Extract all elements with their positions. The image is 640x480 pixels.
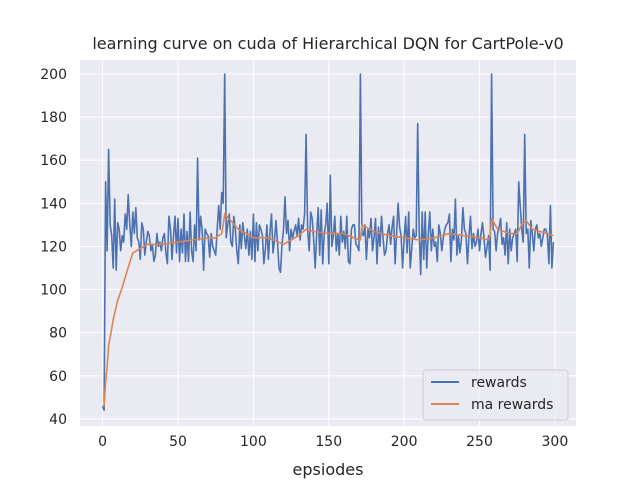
y-tick-label: 140 bbox=[40, 196, 67, 212]
x-axis-label: epsiodes bbox=[293, 460, 364, 479]
y-tick-label: 60 bbox=[49, 369, 67, 385]
x-tick-label: 300 bbox=[542, 434, 569, 450]
x-tick-labels: 0 50 100 150 200 250 300 bbox=[98, 434, 568, 450]
y-tick-label: 40 bbox=[49, 412, 67, 428]
grid bbox=[80, 60, 576, 426]
y-tick-label: 80 bbox=[49, 326, 67, 342]
y-tick-labels: 40 60 80 100 120 140 160 180 200 bbox=[40, 67, 67, 428]
series-lines bbox=[101, 73, 555, 412]
x-tick-label: 100 bbox=[240, 434, 267, 450]
legend: rewards ma rewards bbox=[422, 369, 569, 421]
x-tick-label: 250 bbox=[466, 434, 493, 450]
y-tick-label: 100 bbox=[40, 283, 67, 299]
x-tick-label: 50 bbox=[169, 434, 187, 450]
series-line-ma-rewards bbox=[102, 213, 554, 407]
y-tick-label: 160 bbox=[40, 153, 67, 169]
x-tick-label: 150 bbox=[315, 434, 342, 450]
y-tick-label: 120 bbox=[40, 239, 67, 255]
y-tick-label: 200 bbox=[40, 67, 67, 83]
legend-label-rewards: rewards bbox=[471, 375, 527, 391]
y-tick-label: 180 bbox=[40, 110, 67, 126]
legend-label-ma-rewards: ma rewards bbox=[471, 397, 553, 413]
x-tick-label: 0 bbox=[98, 434, 107, 450]
legend-box bbox=[422, 369, 569, 421]
chart-title: learning curve on cuda of Hierarchical D… bbox=[92, 34, 563, 53]
x-tick-label: 200 bbox=[391, 434, 418, 450]
